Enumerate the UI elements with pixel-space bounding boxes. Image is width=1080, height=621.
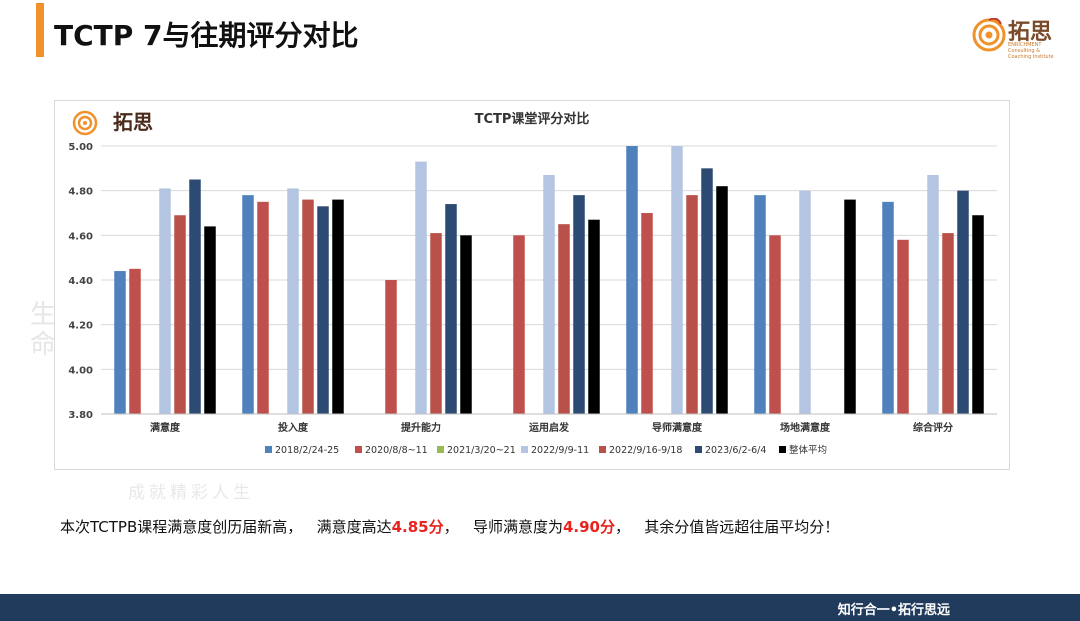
x-tick-label: 满意度: [150, 421, 181, 434]
bar: [204, 226, 216, 414]
bar: [558, 224, 570, 414]
brand-logo: 拓思 ENRICHMENT Consulting & Coaching Inst…: [972, 12, 1064, 62]
watermark-life-vertical: 生命: [30, 300, 57, 360]
x-tick-label: 场地满意度: [780, 421, 831, 434]
y-tick-label: 4.40: [68, 276, 93, 287]
legend-label: 2022/9/9-11: [531, 445, 589, 456]
bar: [799, 190, 811, 414]
chart-logo-text: 拓思: [113, 110, 153, 134]
bar: [460, 235, 472, 414]
bar: [942, 233, 954, 414]
logo-name: 拓思: [1008, 19, 1053, 45]
bar: [513, 235, 525, 414]
bar: [671, 146, 683, 414]
bar: [287, 188, 299, 414]
legend-label: 2021/3/20~21: [447, 445, 516, 456]
bar: [189, 179, 201, 414]
bar: [242, 195, 254, 414]
bar: [716, 186, 728, 414]
chart-frame: 拓思 TCTP课堂评分对比 3.80 4.00 4.20 4.40 4.60 4.80 5.…: [54, 100, 1010, 470]
legend-label: 2018/2/24-25: [275, 445, 339, 456]
bar: [588, 219, 600, 414]
chart-logo: 拓思: [72, 110, 153, 136]
title-accent-bar: [36, 3, 44, 57]
bar: [927, 175, 939, 414]
bar: [385, 280, 397, 414]
swirl-logo-icon: [972, 18, 1006, 52]
watermark-slogan: 成就精彩人生: [128, 483, 254, 503]
legend-swatch: [695, 446, 702, 453]
bar: [430, 233, 442, 414]
bar: [114, 271, 126, 414]
y-tick-label: 3.80: [68, 410, 93, 421]
bar: [701, 168, 713, 414]
x-axis: 满意度 投入度 提升能力 运用启发 导师满意度 场地满意度 综合评分: [101, 413, 997, 434]
bar: [897, 239, 909, 414]
y-axis: 3.80 4.00 4.20 4.40 4.60 4.80 5.00: [68, 142, 93, 421]
x-tick-label: 投入度: [278, 421, 309, 434]
x-tick-label: 提升能力: [401, 421, 441, 434]
bar: [445, 204, 457, 414]
legend: 2018/2/24-25 2020/8/8~11 2021/3/20~21 2022/…: [265, 444, 827, 456]
y-tick-label: 4.80: [68, 187, 93, 198]
bar: [686, 195, 698, 414]
mentor-value: 4.90分: [562, 518, 615, 536]
bar-chart: 拓思 TCTP课堂评分对比 3.80 4.00 4.20 4.40 4.60 4.80 5.…: [68, 110, 997, 456]
bar: [317, 206, 329, 414]
bar: [302, 199, 314, 414]
y-tick-label: 4.00: [68, 365, 93, 376]
x-tick-label: 综合评分: [913, 421, 953, 434]
chart-logo-icon: [72, 110, 98, 136]
satisfaction-value: 4.85分: [391, 518, 444, 536]
y-tick-label: 5.00: [68, 142, 93, 153]
legend-swatch: [437, 446, 444, 453]
y-tick-label: 4.60: [68, 231, 93, 242]
bars: [114, 146, 984, 414]
bar: [543, 175, 555, 414]
bar: [159, 188, 171, 414]
bar: [174, 215, 186, 414]
footer-motto: 知行合一•拓行思远: [837, 603, 950, 618]
legend-swatch: [355, 446, 362, 453]
bar: [573, 195, 585, 414]
x-tick-label: 导师满意度: [652, 421, 703, 434]
bar: [415, 161, 427, 414]
y-tick-label: 4.20: [68, 321, 93, 332]
legend-swatch: [265, 446, 272, 453]
bar: [957, 190, 969, 414]
footer-bar: 知行合一•拓行思远: [0, 594, 1080, 621]
bar: [129, 268, 141, 414]
bar: [626, 146, 638, 414]
legend-label: 2022/9/16-9/18: [609, 445, 682, 456]
legend-swatch: [599, 446, 606, 453]
legend-label: 2023/6/2-6/4: [705, 445, 766, 456]
bar: [332, 199, 344, 414]
legend-label: 整体平均: [789, 444, 827, 456]
bar: [769, 235, 781, 414]
logo-subtitle: ENRICHMENT Consulting & Coaching Institu…: [1008, 42, 1054, 60]
bar: [882, 201, 894, 414]
bar: [257, 201, 269, 414]
chart-title: TCTP课堂评分对比: [475, 111, 590, 127]
slide-title: TCTP 7与往期评分对比: [54, 19, 359, 52]
x-tick-label: 运用启发: [529, 421, 570, 434]
bar: [754, 195, 766, 414]
bar: [641, 213, 653, 414]
summary-text: 本次TCTPB课程满意度创历届新高， 满意度高达4.85分， 导师满意度为4.9…: [60, 518, 840, 536]
legend-swatch: [779, 446, 786, 453]
bar: [972, 215, 984, 414]
legend-label: 2020/8/8~11: [365, 445, 428, 456]
bar: [844, 199, 856, 414]
legend-swatch: [521, 446, 528, 453]
